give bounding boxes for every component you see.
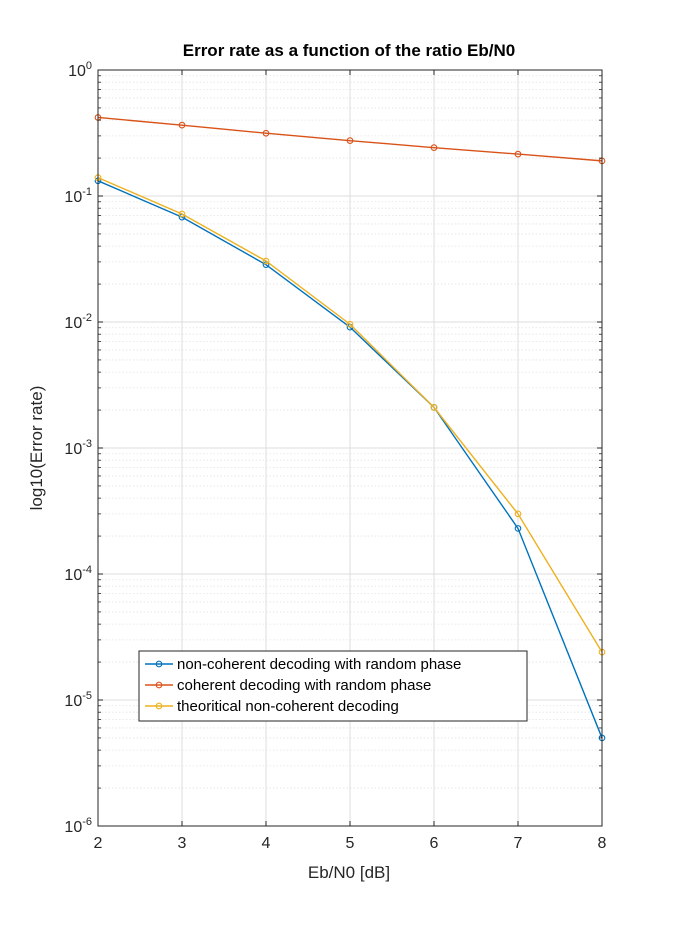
series-1-point — [346, 137, 354, 144]
legend-swatch-marker — [155, 660, 163, 668]
x-tick-label: 7 — [514, 835, 523, 852]
series-2-point — [514, 510, 522, 518]
legend-box — [138, 650, 528, 722]
legend-swatch-marker — [155, 702, 163, 710]
y-axis-label: log10(Error rate) — [27, 386, 46, 511]
y-tick-label: 10-1 — [64, 186, 92, 206]
series-line-1 — [97, 116, 603, 162]
chart-title: Error rate as a function of the ratio Eb… — [183, 41, 516, 60]
series-line-2 — [97, 176, 603, 653]
y-tick-label: 10-5 — [64, 690, 92, 710]
legend-entry: theoritical non-coherent decoding — [177, 698, 399, 715]
plot-series — [94, 114, 606, 742]
series-1-point — [514, 150, 522, 158]
series-2-point — [346, 320, 354, 328]
x-tick-label: 3 — [178, 835, 187, 852]
series-2-point — [430, 404, 438, 411]
x-tick-label: 4 — [262, 835, 271, 852]
series-1-point — [430, 144, 438, 151]
series-2-point — [178, 210, 186, 218]
legend-entry: coherent decoding with random phase — [177, 677, 431, 694]
y-tick-label: 100 — [68, 60, 92, 80]
series-0-point — [262, 261, 270, 269]
x-tick-label: 8 — [598, 835, 607, 852]
series-1-point — [262, 129, 270, 137]
x-tick-label: 6 — [430, 835, 439, 852]
x-tick-label: 2 — [94, 835, 103, 852]
tick-labels: 2 3 4 5 6 7 8 10-6 10-5 10-4 10-3 10-2 10-1 100 — [64, 60, 606, 852]
legend-entry: non-coherent decoding with random phase — [177, 656, 461, 673]
y-tick-label: 10-2 — [64, 312, 92, 332]
series-1-point — [178, 121, 186, 129]
series-0-point — [514, 525, 522, 532]
legend-swatch-marker — [155, 681, 163, 689]
x-axis-label: Eb/N0 [dB] — [308, 863, 390, 882]
legend: non-coherent decoding with random phase c… — [138, 650, 528, 722]
x-tick-label: 5 — [346, 835, 355, 852]
y-tick-label: 10-6 — [64, 816, 92, 836]
series-2-point — [262, 257, 270, 265]
y-tick-label: 10-3 — [64, 438, 92, 458]
axes — [97, 69, 603, 827]
y-tick-label: 10-4 — [64, 564, 92, 584]
